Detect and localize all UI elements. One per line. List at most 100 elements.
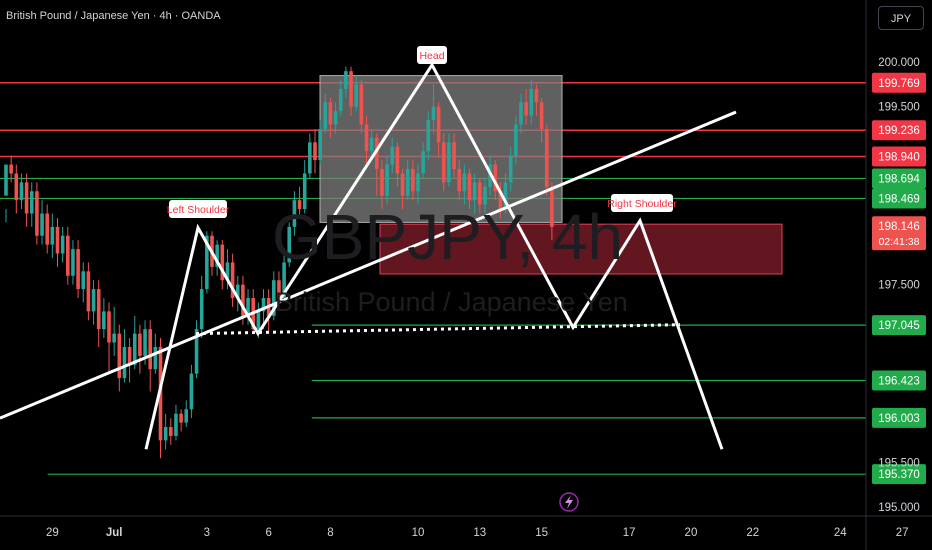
lightning-icon-bolt [565,495,573,509]
candle-body-29 [153,346,158,370]
candle-57 [297,186,302,218]
candle-75 [390,137,395,174]
candle-body-98 [508,155,513,183]
candle-body-39 [205,235,209,290]
candle-106 [550,182,554,241]
candle-body-11 [60,235,65,254]
candle-body-28 [148,329,152,370]
candle-70 [364,115,369,165]
level-label-5: 197.045 [878,320,920,332]
candle-body-75 [390,146,395,165]
x-tick-10: 22 [746,527,759,539]
candle-22 [117,324,122,392]
level-label-3: 198.694 [878,173,920,185]
candle-103 [534,84,539,116]
candle-body-4 [24,182,29,214]
candle-6 [35,182,39,245]
candle-body-50 [261,298,266,312]
level-label-6: 196.423 [878,375,920,387]
candle-7 [40,200,44,245]
candle-68 [354,75,358,112]
lightning-icon [559,492,579,512]
candle-8 [45,204,49,254]
y-tick-0: 200.000 [878,57,920,69]
candle-body-10 [55,226,60,254]
chart-title: British Pound / Japanese Yen · 4h · OAND… [6,10,221,22]
candle-44 [230,253,235,307]
head-label: Head [419,50,444,62]
candle-body-57 [297,200,302,210]
candle-42 [220,240,225,290]
left-shoulder-label-bg [169,200,227,218]
candle-45 [235,275,240,312]
candle-63 [328,97,333,138]
candle-98 [508,146,513,192]
candle-body-34 [179,413,183,423]
candle-body-31 [163,427,168,441]
candle-91 [472,173,477,214]
candle-77 [400,169,405,210]
currency-button[interactable]: JPY [878,6,924,30]
candle-body-18 [96,289,101,330]
candle-38 [199,275,204,339]
candle-58 [302,160,307,214]
candle-body-90 [467,173,472,201]
candle-body-71 [369,137,374,152]
candle-79 [411,160,415,201]
candle-body-8 [45,213,49,245]
candle-88 [457,160,461,201]
x-tick-12: 27 [896,527,909,539]
candle-64 [333,102,338,134]
candle-body-24 [127,346,132,365]
candle-67 [349,66,353,116]
candle-body-44 [230,262,235,299]
candle-body-25 [132,333,137,365]
candle-3 [19,173,24,210]
candle-5 [29,182,34,227]
candle-body-12 [66,235,70,276]
candle-32 [169,418,173,445]
level-label-bg-6 [872,370,926,391]
candle-body-41 [215,244,219,267]
candle-body-77 [400,173,405,196]
candle-18 [96,280,101,347]
candle-37 [194,320,199,379]
candle-body-69 [359,84,364,125]
candle-60 [313,128,317,174]
candle-9 [50,213,55,258]
candle-body-64 [333,111,338,125]
candle-body-66 [344,71,348,89]
candle-body-27 [143,329,147,356]
level-label-2: 198.940 [878,152,920,164]
candle-body-14 [76,249,80,290]
supply-zone [379,223,783,275]
candle-body-96 [498,191,503,210]
candle-82 [426,111,431,161]
candle-body-78 [405,169,410,196]
candle-body-5 [29,191,34,214]
candle-76 [395,142,400,187]
candle-body-13 [71,249,75,276]
candle-23 [122,329,127,383]
candle-0 [4,164,8,223]
candle-body-87 [452,142,456,170]
level-label-bg-8 [872,464,926,485]
candle-2 [14,164,19,214]
candle-body-74 [385,164,389,196]
candle-body-68 [354,84,358,107]
y-tick-4: 195.000 [878,502,920,514]
lightning-icon-ring [559,492,579,512]
candle-61 [318,120,322,165]
candle-body-84 [436,106,441,143]
candle-52 [272,271,276,321]
level-label-bg-2 [872,146,926,167]
candle-12 [66,226,70,285]
x-tick-0: 29 [46,527,59,539]
last-price-bg [872,216,926,251]
candle-body-32 [169,427,173,436]
candle-1 [9,155,13,183]
candle-body-83 [431,106,436,121]
last-price-countdown: 02:41:38 [879,236,920,248]
candle-body-21 [112,333,116,343]
